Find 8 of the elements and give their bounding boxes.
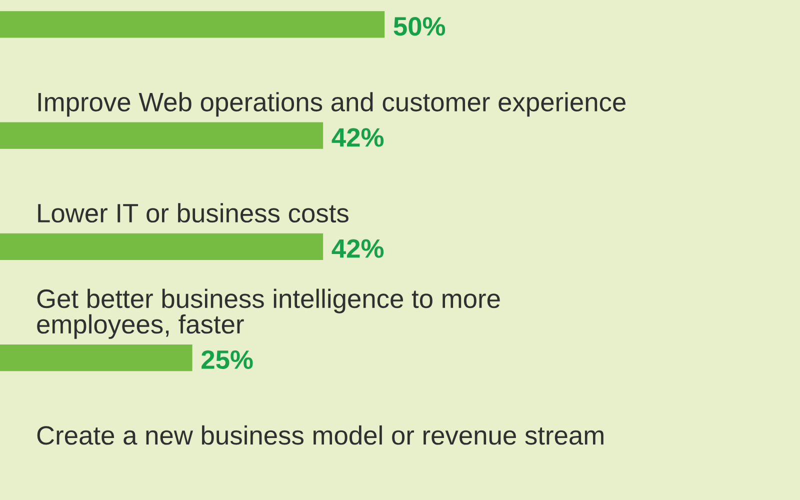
data-label: 50% — [394, 17, 446, 36]
data-label: 25% — [202, 350, 253, 370]
data-label: 42% — [332, 128, 384, 147]
data-label: 42% — [332, 239, 384, 258]
y-tick-label: Get better business intelligence to more employees, faster — [37, 288, 500, 339]
y-tick-label: Improve Web operations and customer experience — [38, 92, 626, 117]
y-tick-label: Create a new business model or revenue stream — [37, 425, 604, 445]
y-tick-label: Lower IT or business costs — [38, 203, 348, 223]
